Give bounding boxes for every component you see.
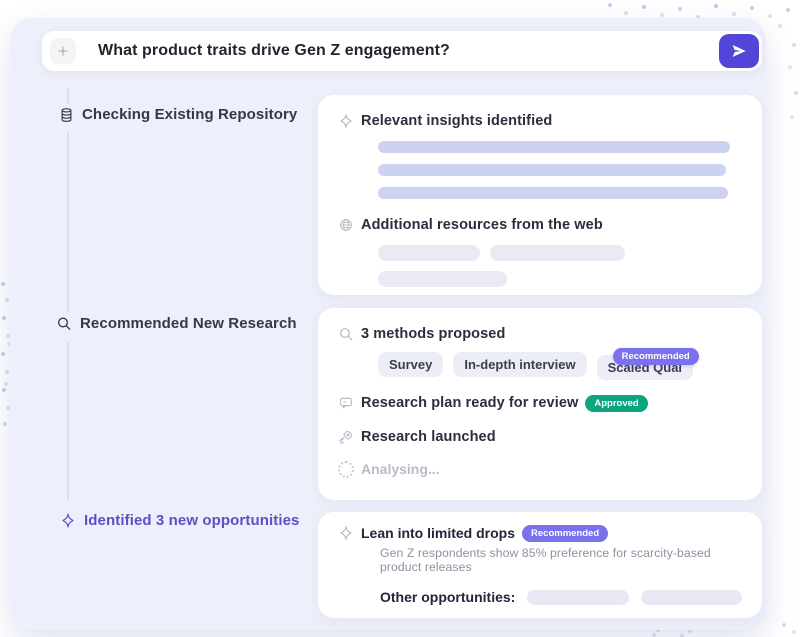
timeline-step-label: Checking Existing Repository <box>82 106 298 123</box>
web-resources-row: Additional resources from the web <box>338 215 742 235</box>
method-tag-interview[interactable]: In-depth interview <box>453 352 587 377</box>
comment-icon <box>338 395 354 411</box>
research-panel: 3 methods proposed Survey In-depth inter… <box>318 308 762 500</box>
send-icon <box>731 43 747 59</box>
skeleton-pill <box>378 271 507 287</box>
methods-title: 3 methods proposed <box>361 326 506 342</box>
search-icon <box>338 326 354 342</box>
timeline-step-repository: Checking Existing Repository <box>58 106 297 123</box>
launched-row: Research launched <box>338 427 742 447</box>
method-tags: Survey In-depth interview Recommended Sc… <box>378 348 742 380</box>
database-icon <box>58 107 74 123</box>
skeleton-pill <box>640 589 742 605</box>
timeline-step-label: Identified 3 new opportunities <box>84 512 300 529</box>
timeline-step-label: Recommended New Research <box>80 315 297 332</box>
sparkle-icon <box>338 525 354 541</box>
skeleton-pill <box>378 245 480 261</box>
timeline-step-opportunities: Identified 3 new opportunities <box>60 512 300 529</box>
sparkle-icon <box>338 113 354 129</box>
insights-title: Relevant insights identified <box>361 113 553 129</box>
opportunity-title: Lean into limited drops <box>361 525 516 541</box>
sparkle-icon <box>60 513 76 529</box>
other-opportunities-label: Other opportunities: <box>380 589 516 605</box>
plan-title: Research plan ready for review <box>361 395 579 411</box>
skeleton-bar <box>378 164 726 176</box>
decorative-dots-left <box>1 282 5 286</box>
skeleton-pill <box>527 589 629 605</box>
analysing-row: Analysing... <box>338 459 742 479</box>
search-icon <box>56 316 72 332</box>
skeleton-pill <box>490 245 625 261</box>
skeleton-bar <box>378 141 730 153</box>
web-resources-title: Additional resources from the web <box>361 217 603 233</box>
insight-skeletons <box>378 141 742 199</box>
plan-row: Research plan ready for review Approved <box>338 393 742 413</box>
plus-icon <box>55 43 71 59</box>
launched-title: Research launched <box>361 429 496 445</box>
decorative-dots-top-right <box>608 3 612 7</box>
opportunity-title-row: Lean into limited drops Recommended <box>338 524 742 542</box>
web-resource-skeletons <box>378 271 742 287</box>
skeleton-bar <box>378 187 728 199</box>
method-tag-scaled-qual-wrap: Recommended Scaled Qual <box>596 348 699 380</box>
methods-row: 3 methods proposed <box>338 324 742 344</box>
query-bar[interactable]: What product traits drive Gen Z engageme… <box>42 31 762 71</box>
query-input[interactable]: What product traits drive Gen Z engageme… <box>98 42 450 59</box>
timeline-step-research: Recommended New Research <box>56 315 297 332</box>
add-button[interactable] <box>50 38 76 64</box>
main-card: What product traits drive Gen Z engageme… <box>10 18 766 630</box>
timeline-line-segment <box>67 342 69 500</box>
spinner-icon <box>338 460 354 478</box>
method-tag-survey[interactable]: Survey <box>378 352 444 377</box>
timeline-line-segment <box>67 132 69 312</box>
web-resource-skeletons <box>378 245 742 261</box>
analysing-label: Analysing... <box>361 461 440 477</box>
repository-panel: Relevant insights identified Additional … <box>318 95 762 295</box>
opportunities-panel: Lean into limited drops Recommended Gen … <box>318 512 762 618</box>
approved-badge: Approved <box>585 394 648 412</box>
rocket-icon <box>338 429 354 445</box>
globe-icon <box>338 217 354 233</box>
recommended-badge: Recommended <box>612 348 699 365</box>
timeline-line-segment <box>67 88 69 104</box>
insights-row: Relevant insights identified <box>338 111 742 131</box>
send-button[interactable] <box>719 34 759 68</box>
recommended-badge: Recommended <box>522 524 609 542</box>
other-opportunities-row: Other opportunities: <box>380 589 742 605</box>
opportunity-description: Gen Z respondents show 85% preference fo… <box>380 546 711 574</box>
